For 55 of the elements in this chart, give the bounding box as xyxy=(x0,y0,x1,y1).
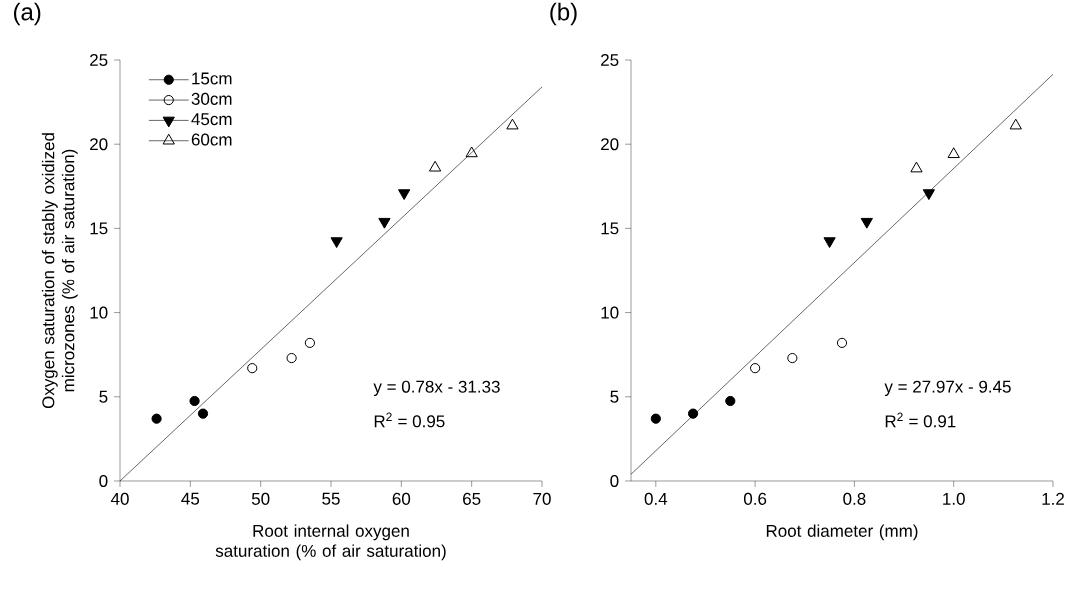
x-tick-label: 40 xyxy=(110,492,129,505)
point xyxy=(687,408,699,419)
point xyxy=(787,352,798,364)
legend-label: 45cm xyxy=(191,113,232,126)
annotation: R$^{2}$ = 0.95 xyxy=(374,412,445,428)
x-tick-label: 1.0 xyxy=(943,492,965,505)
x-tick-label: 0.8 xyxy=(843,492,866,505)
point xyxy=(247,363,258,374)
y-tick-label: 10 xyxy=(601,306,619,319)
y-tick-label: 10 xyxy=(90,306,108,319)
y-tick-label: 0 xyxy=(610,474,619,488)
point xyxy=(1009,118,1022,130)
y-tick-label: 15 xyxy=(90,222,108,235)
point xyxy=(465,146,478,158)
y-tick-label: 25 xyxy=(601,53,619,67)
x-tick-label: 0.6 xyxy=(743,492,767,505)
annotation: y = 0.78x - 31.33 xyxy=(373,380,500,397)
x-tick-label: 0.4 xyxy=(644,492,668,505)
y-tick-label: 20 xyxy=(601,138,619,151)
chart-title: (b) xyxy=(550,2,577,26)
y-tick-label: 5 xyxy=(610,390,619,403)
legend-label: 15cm xyxy=(192,72,232,85)
x-tick-label: 45 xyxy=(181,492,200,505)
x-tick-label: 70 xyxy=(533,492,551,505)
x-axis-title: Root internal oxygen saturation (% of air saturation) xyxy=(215,524,446,561)
point xyxy=(750,363,761,374)
annotation: y = 27.97x - 9.45 xyxy=(884,380,1011,397)
x-tick-label: 60 xyxy=(392,492,411,505)
point xyxy=(836,337,848,348)
x-tick-label: 55 xyxy=(322,492,340,505)
legend-label: 60cm xyxy=(191,133,232,146)
y-tick-label: 0 xyxy=(99,474,108,488)
point xyxy=(197,408,209,419)
point xyxy=(286,352,297,364)
point xyxy=(304,337,316,348)
point xyxy=(506,118,519,130)
x-tick-label: 1.2 xyxy=(1042,492,1064,505)
point xyxy=(650,413,661,424)
point xyxy=(910,161,923,173)
point xyxy=(947,147,960,159)
y-tick-label: 25 xyxy=(90,53,108,67)
y-tick-label: 15 xyxy=(601,222,619,235)
x-tick-label: 65 xyxy=(463,492,481,505)
y-tick-label: 5 xyxy=(99,390,108,403)
point xyxy=(725,395,736,407)
chart-title: (a) xyxy=(13,2,41,26)
point xyxy=(151,413,162,424)
legend-label: 30cm xyxy=(191,92,232,105)
y-tick-label: 20 xyxy=(90,138,108,151)
y-axis-title: Oxygen saturation of stably oxidized microzones (% of air saturation) xyxy=(41,133,78,409)
annotation: R$^{2}$ = 0.91 xyxy=(885,412,956,428)
x-tick-label: 50 xyxy=(251,492,270,505)
x-axis-title: Root diameter (mm) xyxy=(766,524,918,541)
point xyxy=(428,160,442,172)
point xyxy=(189,395,200,407)
